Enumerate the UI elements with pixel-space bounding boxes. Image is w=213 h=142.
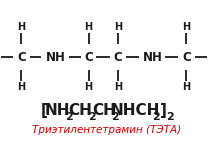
Text: CH: CH: [69, 103, 93, 118]
Text: C: C: [182, 51, 191, 64]
Text: NH: NH: [45, 103, 70, 118]
Text: H: H: [85, 82, 93, 92]
Text: H: H: [182, 82, 190, 92]
Text: H: H: [17, 22, 25, 32]
Text: NH: NH: [46, 51, 66, 64]
Text: 2: 2: [65, 112, 73, 122]
Text: 2: 2: [152, 112, 160, 122]
Text: NHCH: NHCH: [111, 103, 160, 118]
Text: H: H: [85, 22, 93, 32]
Text: C: C: [17, 51, 26, 64]
Text: Триэтилентетрамин (ТЭТА): Триэтилентетрамин (ТЭТА): [32, 125, 181, 135]
Text: H: H: [182, 22, 190, 32]
Text: ]: ]: [160, 103, 167, 118]
Text: NH: NH: [142, 51, 162, 64]
Text: 2: 2: [167, 112, 174, 122]
Text: 2: 2: [111, 112, 119, 122]
Text: H: H: [114, 22, 122, 32]
Text: H: H: [17, 82, 25, 92]
Text: 2: 2: [88, 112, 96, 122]
Text: [: [: [41, 103, 48, 118]
Text: C: C: [84, 51, 93, 64]
Text: H: H: [114, 82, 122, 92]
Text: CH: CH: [92, 103, 116, 118]
Text: C: C: [114, 51, 122, 64]
